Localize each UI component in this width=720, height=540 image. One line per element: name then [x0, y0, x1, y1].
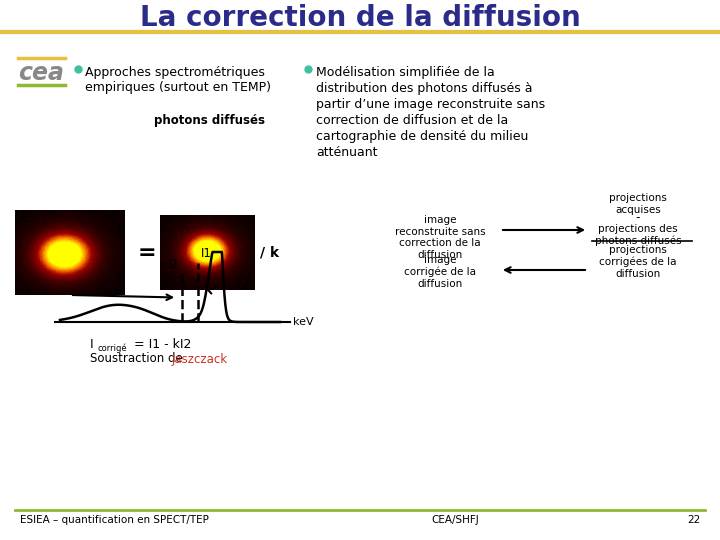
Text: Soustraction de: Soustraction de — [90, 353, 186, 366]
Text: corrigé: corrigé — [97, 343, 127, 353]
Text: Modélisation simplifiée de la
distribution des photons diffusés à
partir d’une i: Modélisation simplifiée de la distributi… — [316, 66, 545, 159]
Text: I1: I1 — [200, 247, 212, 260]
Text: CEA/SHFJ: CEA/SHFJ — [431, 515, 479, 525]
Text: La correction de la diffusion: La correction de la diffusion — [140, 4, 580, 32]
Text: I: I — [90, 339, 94, 352]
Text: Jaszczack: Jaszczack — [172, 353, 228, 366]
Text: / k: / k — [260, 246, 279, 260]
Text: =: = — [138, 243, 156, 263]
Text: projections
acquises: projections acquises — [609, 193, 667, 214]
Text: image
reconstruite sans
correction de la
diffusion: image reconstruite sans correction de la… — [395, 215, 485, 260]
Text: ESIEA – quantification en SPECT/TEP: ESIEA – quantification en SPECT/TEP — [20, 515, 209, 525]
Text: keV: keV — [293, 317, 314, 327]
Text: I2: I2 — [168, 258, 179, 271]
Text: projections des
photons diffusés: projections des photons diffusés — [595, 224, 681, 246]
Text: 22: 22 — [687, 515, 700, 525]
Text: photons diffusés: photons diffusés — [155, 114, 266, 127]
Text: = I1 - kI2: = I1 - kI2 — [130, 339, 192, 352]
Text: -: - — [636, 212, 640, 225]
Text: cea: cea — [18, 61, 64, 85]
Text: Approches spectrométriques
empiriques (surtout en TEMP): Approches spectrométriques empiriques (s… — [85, 66, 271, 94]
Text: projections
corrigées de la
diffusion: projections corrigées de la diffusion — [599, 245, 677, 279]
Text: image
corrigée de la
diffusion: image corrigée de la diffusion — [404, 255, 476, 289]
